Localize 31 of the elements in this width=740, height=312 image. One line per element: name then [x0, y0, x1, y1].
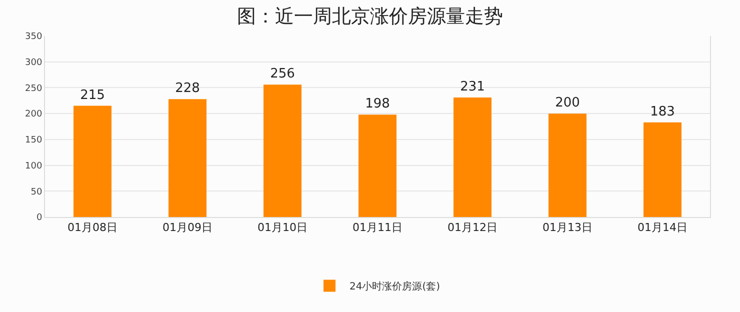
data-label: 200 — [555, 96, 580, 111]
x-tick-label: 01月14日 — [638, 221, 688, 234]
y-tick-label: 200 — [25, 110, 42, 120]
x-tick-label: 01月08日 — [68, 221, 118, 234]
x-tick-label: 01月10日 — [258, 221, 308, 234]
data-label: 256 — [270, 66, 295, 82]
bar — [264, 84, 302, 217]
x-tick-label: 01月12日 — [448, 221, 498, 234]
data-label: 231 — [460, 80, 485, 95]
bar — [548, 114, 586, 217]
x-tick-label: 01月09日 — [162, 221, 212, 234]
x-tick-label: 01月13日 — [542, 221, 592, 234]
data-label: 183 — [650, 104, 675, 120]
y-tick-label: 350 — [25, 32, 42, 42]
y-tick-label: 150 — [25, 136, 42, 146]
bar — [74, 106, 112, 217]
y-tick-label: 250 — [25, 84, 42, 94]
data-label: 198 — [365, 96, 390, 112]
x-tick-label: 01月11日 — [352, 221, 402, 234]
chart-title: 图：近一周北京涨价房源量走势 — [237, 6, 503, 28]
legend-label: 24小时涨价房源(套) — [350, 280, 440, 293]
y-tick-label: 50 — [30, 187, 42, 198]
y-tick-label: 0 — [36, 213, 42, 224]
bar — [168, 99, 206, 217]
bar — [454, 98, 492, 217]
bar — [358, 114, 396, 217]
data-label: 215 — [80, 88, 105, 103]
data-label: 228 — [175, 81, 200, 96]
y-tick-label: 300 — [25, 58, 42, 68]
bar — [644, 122, 682, 217]
y-tick-label: 100 — [25, 161, 42, 172]
